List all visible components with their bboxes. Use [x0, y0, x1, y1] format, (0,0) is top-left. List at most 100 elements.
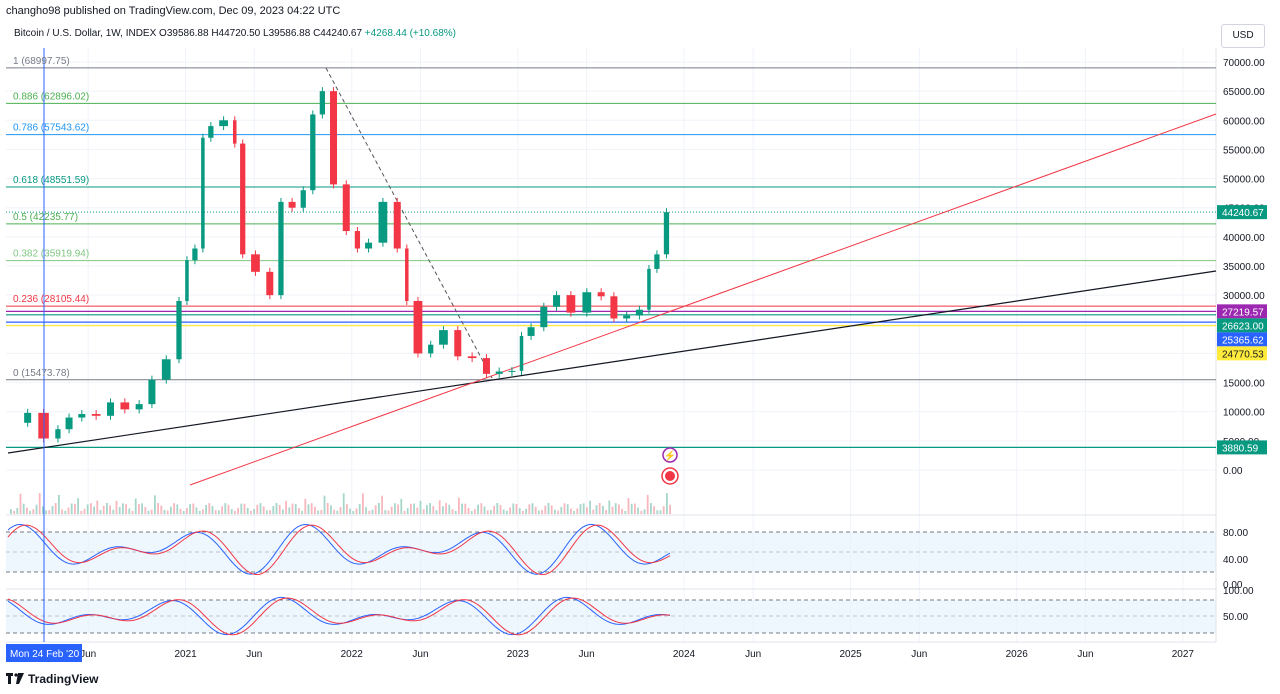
volume-bar: [48, 510, 51, 514]
volume-bar: [480, 503, 483, 514]
candle-body: [663, 212, 670, 255]
lightning-glyph: ⚡: [664, 449, 676, 462]
tradingview-logo-icon: [6, 673, 24, 684]
volume-bar: [378, 503, 380, 514]
volume-bar: [621, 508, 623, 514]
candle-body: [148, 379, 156, 405]
volume-bar: [413, 503, 415, 514]
fib-level-label: 0.618 (48551.59): [13, 175, 89, 186]
volume-bar: [115, 500, 118, 514]
volume-bar: [557, 510, 559, 514]
volume-bar: [582, 503, 585, 514]
osc2-tick-label: 50.00: [1223, 612, 1248, 623]
long-term-trendline[interactable]: [7, 270, 1217, 454]
volume-bar: [490, 510, 492, 514]
volume-bar: [394, 503, 396, 514]
volume-bar: [563, 503, 566, 514]
volume-bar: [406, 508, 409, 514]
volume-bar: [611, 506, 614, 514]
candle-body: [232, 120, 237, 144]
volume-bar: [83, 508, 86, 514]
volume-bar: [141, 503, 143, 514]
volume-bar: [451, 509, 454, 514]
volume-bar: [170, 506, 172, 514]
osc1-tick-label: 0.00: [1223, 580, 1243, 591]
volume-bar: [426, 504, 428, 514]
volume-bar: [410, 503, 412, 514]
publish-info: changho98 published on TradingView.com, …: [6, 5, 341, 17]
volume-bar: [301, 510, 303, 514]
dashed-downtrend-line[interactable]: [325, 67, 493, 379]
candle-body: [201, 137, 205, 249]
volume-bar: [659, 510, 662, 514]
volume-bar: [614, 503, 617, 514]
volume-bar: [307, 504, 310, 514]
volume-bar: [32, 509, 35, 514]
price-tick-label: 70000.00: [1223, 58, 1265, 69]
fibonacci-retracement[interactable]: [6, 67, 1216, 381]
volume-bar: [634, 503, 636, 514]
candle-body: [310, 114, 316, 191]
volume-bar: [90, 503, 92, 514]
volume-bar: [234, 510, 236, 514]
volume-bar: [602, 505, 604, 514]
currency-button[interactable]: USD: [1221, 24, 1265, 48]
volume-bar: [214, 510, 217, 514]
candle-body: [495, 371, 503, 374]
time-tick-label: Jun: [80, 649, 96, 660]
candle-body: [319, 91, 325, 115]
volume-bar: [640, 510, 643, 514]
volume-bar: [227, 504, 230, 514]
volume-bar: [253, 509, 255, 514]
volume-bar: [275, 503, 278, 514]
tradingview-brand[interactable]: TradingView: [28, 672, 99, 686]
volume-bar: [80, 510, 83, 514]
candle-body: [65, 417, 73, 430]
volume-bar: [339, 507, 342, 514]
candle-body: [654, 254, 660, 269]
price-tag-label: 27219.57: [1222, 307, 1264, 318]
stochastic-oscillator-2: [7, 596, 671, 636]
candle-body: [482, 358, 490, 374]
candle-body: [251, 254, 260, 272]
candle-body: [278, 201, 284, 296]
volume-bars: [10, 493, 671, 514]
volume-bar: [298, 508, 300, 514]
crosshair-date-label: Mon 24 Feb '20: [10, 649, 80, 660]
volume-bar: [10, 509, 12, 514]
volume-bar: [368, 510, 371, 514]
volume-bar: [512, 503, 515, 514]
volume-bar: [333, 509, 335, 514]
volume-bar: [464, 503, 467, 514]
volume-bar: [125, 504, 127, 514]
candle-body: [55, 429, 61, 439]
candle-body: [24, 412, 32, 423]
lightning-event-icon[interactable]: [662, 447, 678, 463]
volume-bar: [144, 507, 147, 514]
volume-bar: [592, 509, 595, 514]
volume-bar: [509, 507, 511, 514]
volume-bar: [77, 498, 79, 514]
price-tag-label: 26623.00: [1222, 321, 1264, 332]
volume-bar: [336, 510, 339, 514]
time-tick-label: Jun: [412, 649, 428, 660]
volume-bar: [646, 494, 649, 514]
volume-bar: [605, 510, 607, 514]
price-tick-label: 10000.00: [1223, 408, 1265, 419]
fib-level-label: 0.5 (42235.77): [13, 212, 78, 223]
price-tick-label: 60000.00: [1223, 116, 1265, 127]
time-axis[interactable]: Jun 2021 Jun 2022 Jun 2023 Jun 2024 Jun 2025 Jun 20…: [80, 649, 1194, 660]
volume-bar: [118, 507, 121, 514]
osc1-tick-label: 40.00: [1223, 555, 1248, 566]
volume-bar: [669, 504, 671, 514]
volume-bar: [147, 510, 150, 514]
volume-bar: [256, 504, 259, 514]
candle-body: [405, 248, 409, 301]
volume-bar: [365, 507, 367, 514]
volume-bar: [467, 507, 470, 514]
red-trendline[interactable]: [189, 113, 1217, 486]
volume-bar: [150, 509, 153, 514]
symbol-name[interactable]: Bitcoin / U.S. Dollar, 1W, INDEX: [14, 28, 157, 39]
volume-bar: [109, 505, 111, 514]
